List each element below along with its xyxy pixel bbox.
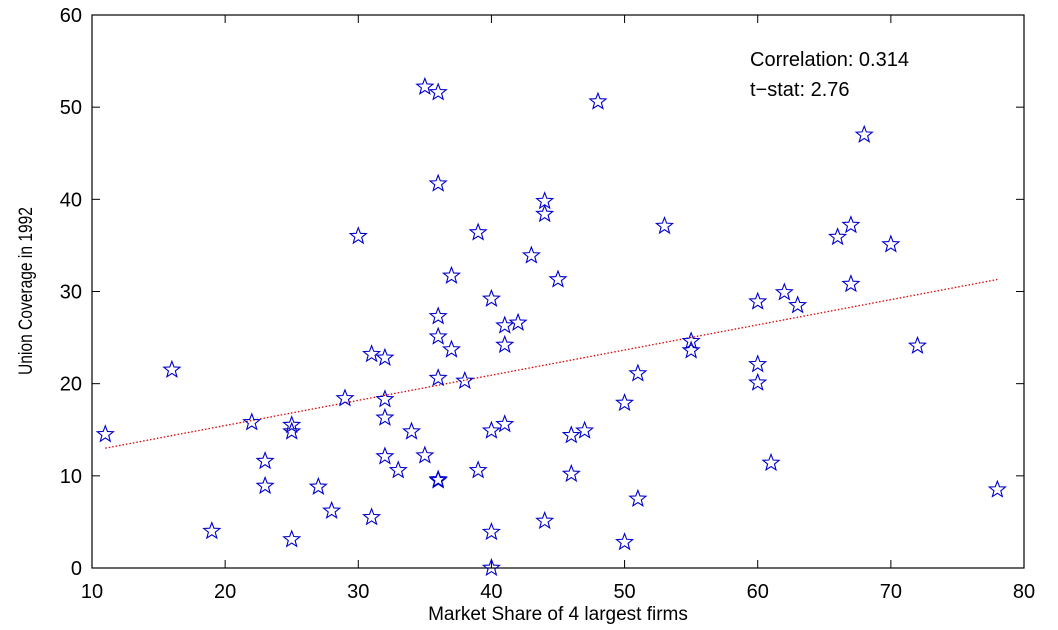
data-point-49 [561,463,581,483]
data-point-46 [535,510,555,530]
data-point-67 [841,274,861,293]
data-point-0 [95,424,115,443]
data-point-48 [561,425,581,444]
data-point-50 [575,420,595,439]
data-point-5 [255,475,275,495]
data-point-26 [428,326,448,345]
data-point-62 [761,452,781,472]
data-point-22 [415,445,435,464]
data-point-23 [428,82,448,101]
y-tick-label-1: 10 [60,466,82,488]
tstat-annotation: t−stat: 2.76 [750,79,850,101]
data-point-65 [828,227,848,246]
x-tick-label-4: 50 [613,581,635,603]
x-tick-label-2: 30 [347,581,369,603]
data-point-45 [535,204,555,223]
correlation-annotation: Correlation: 0.314 [750,49,909,71]
data-point-64 [788,295,808,314]
data-point-43 [521,245,541,264]
data-point-4 [255,451,275,470]
data-point-58 [681,340,701,359]
y-axis-label: Union Coverage in 1992 [15,207,37,375]
data-point-38 [481,557,501,577]
data-point-7 [282,421,302,440]
x-tick-label-1: 20 [214,581,236,603]
x-tick-label-5: 60 [747,581,769,603]
data-point-56 [654,216,675,235]
plot-area [91,14,1025,569]
data-point-25 [428,306,448,325]
data-point-12 [348,226,368,245]
y-tick-label-4: 40 [60,189,82,211]
data-point-8 [282,529,302,548]
data-point-27 [428,368,448,387]
trend-line [105,278,998,449]
data-point-36 [481,420,501,439]
data-point-32 [455,370,475,390]
data-point-69 [881,234,901,253]
data-point-42 [508,312,528,331]
data-point-68 [854,124,874,143]
data-point-34 [468,460,488,479]
data-point-40 [495,334,515,354]
data-point-20 [401,421,422,440]
data-point-13 [362,344,382,363]
data-point-15 [375,347,395,366]
x-tick-label-7: 80 [1013,581,1035,603]
data-point-66 [841,215,861,234]
data-point-60 [748,354,768,373]
data-point-55 [628,488,648,508]
data-point-14 [362,507,382,526]
data-point-39 [495,315,515,334]
x-axis-label: Market Share of 4 largest firms [428,604,688,625]
data-point-11 [335,388,355,407]
x-tick-label-3: 40 [480,581,502,603]
data-point-1 [162,359,182,378]
data-point-53 [615,532,635,551]
data-point-6 [282,415,302,434]
data-point-61 [748,372,768,391]
data-point-59 [748,291,768,310]
data-point-63 [774,282,794,301]
data-point-18 [375,446,395,465]
data-point-30 [441,265,462,284]
data-point-10 [322,500,342,519]
data-point-31 [441,339,462,358]
y-tick-label-6: 60 [60,5,82,27]
data-point-28 [428,469,448,488]
data-point-35 [481,288,501,308]
x-tick-label-6: 70 [880,581,902,603]
data-point-19 [388,460,408,479]
data-point-21 [415,76,435,96]
data-point-33 [468,222,488,241]
y-tick-label-5: 50 [60,97,82,119]
data-point-16 [375,389,395,408]
data-point-51 [588,91,608,110]
data-point-29 [428,470,448,489]
y-tick-label-0: 0 [71,558,82,580]
data-point-70 [907,335,928,355]
data-point-2 [202,521,222,540]
data-point-17 [375,407,395,426]
data-point-47 [548,269,568,288]
y-tick-label-2: 20 [60,374,82,396]
data-points [95,76,1007,577]
data-point-3 [242,412,262,431]
data-point-57 [681,331,701,350]
data-point-41 [495,414,515,433]
data-point-9 [308,476,328,496]
data-point-24 [428,173,448,192]
fit-line [105,278,998,449]
data-point-54 [628,363,648,382]
x-tick-label-0: 10 [81,581,103,603]
data-point-71 [987,479,1007,498]
data-point-52 [615,392,635,412]
y-tick-label-3: 30 [60,282,82,304]
data-point-37 [481,521,501,541]
